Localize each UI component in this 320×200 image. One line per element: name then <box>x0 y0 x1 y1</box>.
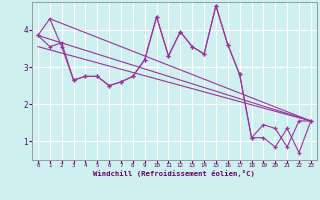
X-axis label: Windchill (Refroidissement éolien,°C): Windchill (Refroidissement éolien,°C) <box>93 170 255 177</box>
